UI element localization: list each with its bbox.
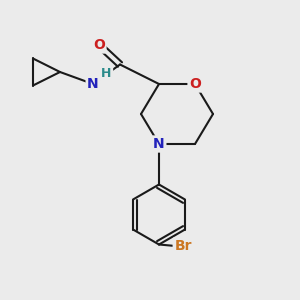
Text: Br: Br <box>174 239 192 253</box>
Text: N: N <box>87 77 99 91</box>
Text: H: H <box>101 67 112 80</box>
Text: O: O <box>93 38 105 52</box>
Text: N: N <box>153 137 165 151</box>
Text: O: O <box>189 77 201 91</box>
